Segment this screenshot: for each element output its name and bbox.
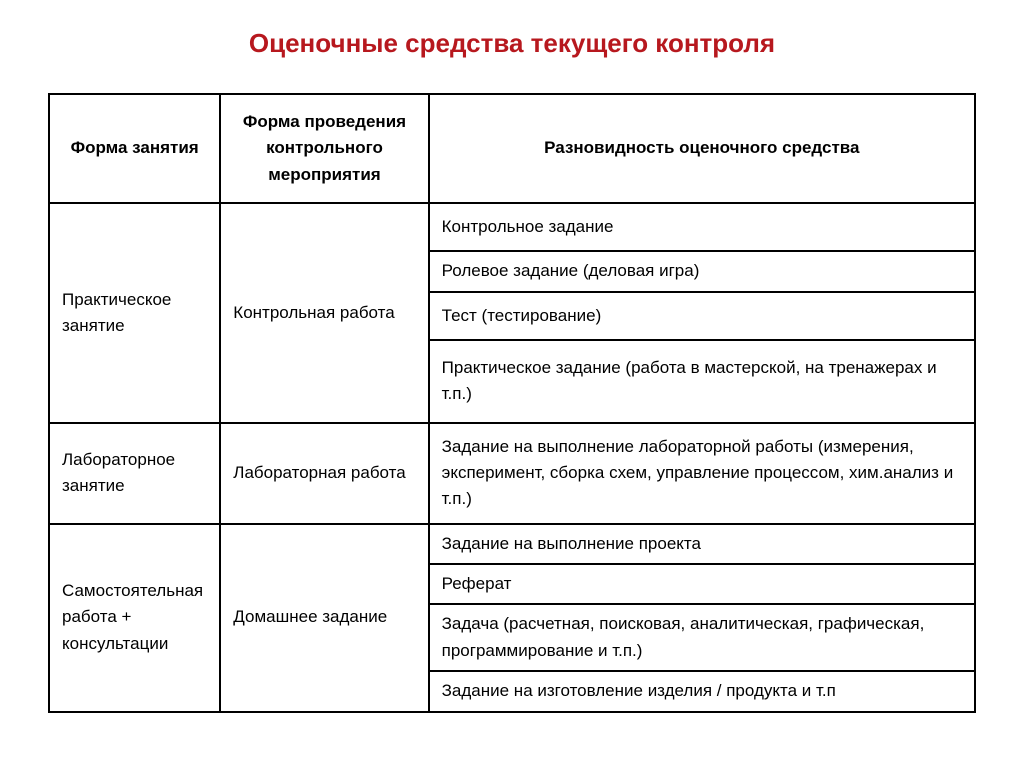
cell-event: Домашнее задание — [220, 524, 428, 712]
table-row: Самостоятельная работа + консультации До… — [49, 524, 975, 564]
cell-variant: Задача (расчетная, поисковая, аналитичес… — [429, 604, 975, 671]
cell-variant: Задание на выполнение лабораторной работ… — [429, 423, 975, 524]
page-title: Оценочные средства текущего контроля — [48, 28, 976, 59]
cell-form: Самостоятельная работа + консультации — [49, 524, 220, 712]
table-row: Лабораторное занятие Лабораторная работа… — [49, 423, 975, 524]
cell-variant: Ролевое задание (деловая игра) — [429, 251, 975, 291]
col-header-event: Форма проведения контрольного мероприяти… — [220, 94, 428, 203]
cell-variant: Задание на изготовление изделия / продук… — [429, 671, 975, 711]
col-header-form: Форма занятия — [49, 94, 220, 203]
cell-variant: Практическое задание (работа в мастерско… — [429, 340, 975, 423]
col-header-variant: Разновидность оценочного средства — [429, 94, 975, 203]
cell-form: Лабораторное занятие — [49, 423, 220, 524]
table-header-row: Форма занятия Форма проведения контрольн… — [49, 94, 975, 203]
cell-variant: Задание на выполнение проекта — [429, 524, 975, 564]
cell-event: Контрольная работа — [220, 203, 428, 423]
cell-event: Лабораторная работа — [220, 423, 428, 524]
cell-variant: Контрольное задание — [429, 203, 975, 251]
assessment-table: Форма занятия Форма проведения контрольн… — [48, 93, 976, 713]
table-row: Практическое занятие Контрольная работа … — [49, 203, 975, 251]
cell-variant: Реферат — [429, 564, 975, 604]
cell-form: Практическое занятие — [49, 203, 220, 423]
cell-variant: Тест (тестирование) — [429, 292, 975, 340]
